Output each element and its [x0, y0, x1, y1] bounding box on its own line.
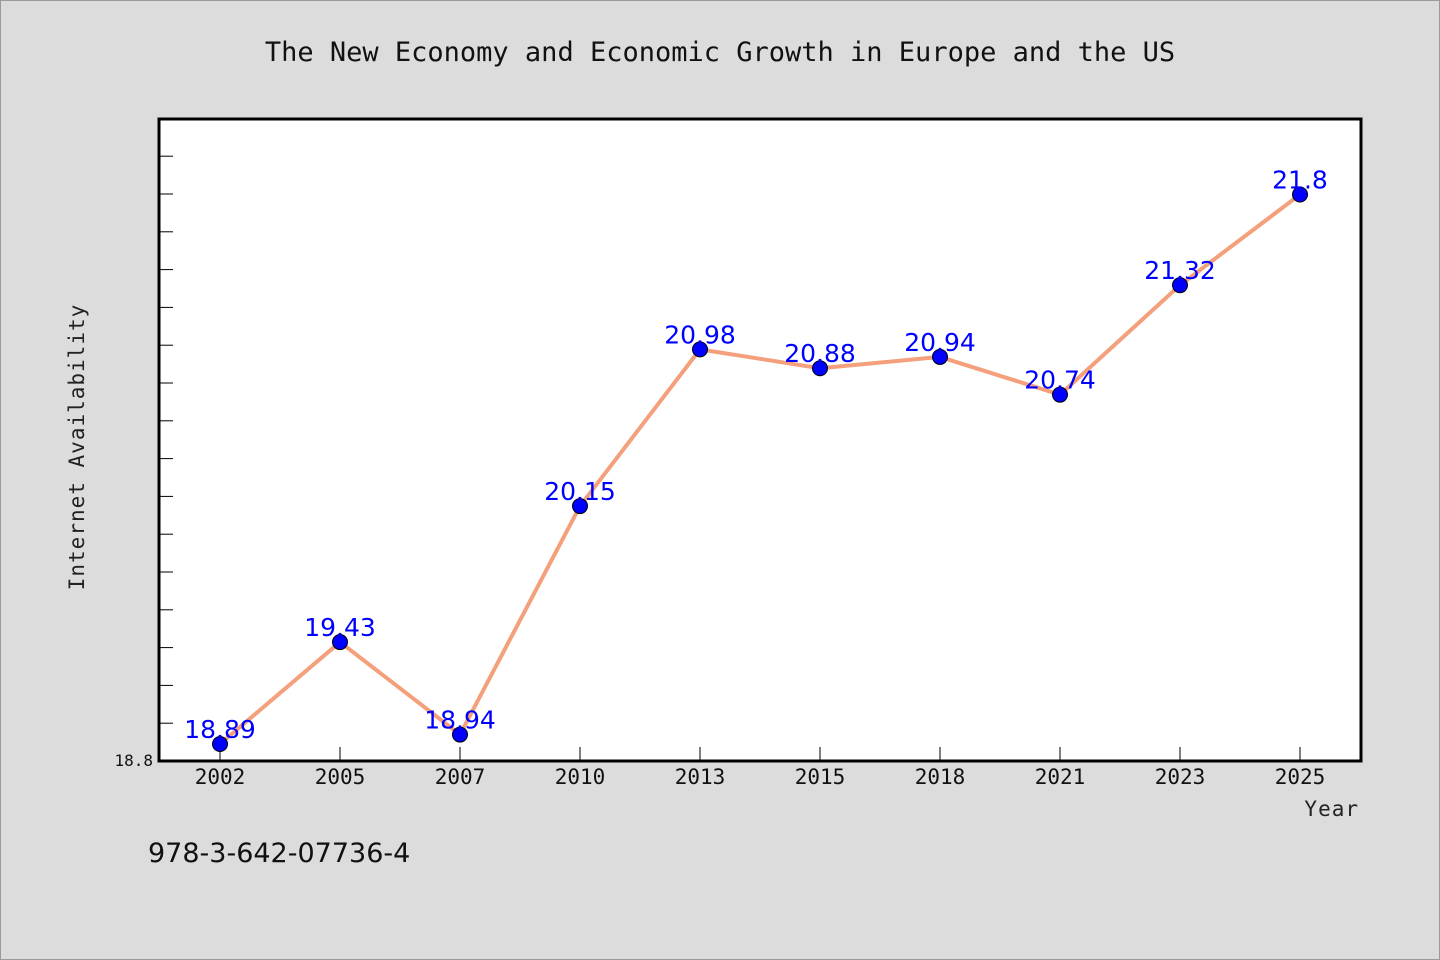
data-point: [212, 736, 228, 753]
plot-area: [157, 117, 1363, 763]
data-labels: 18.89 19.43 18.94 20.15 20.98 20.88 20.94 20.74…: [184, 166, 1328, 744]
data-point: [1172, 277, 1188, 294]
data-point: [692, 341, 708, 358]
data-label: 19.43: [304, 613, 376, 642]
data-markers: [212, 186, 1308, 753]
x-tick-label: 2025: [1275, 765, 1326, 789]
x-tick-label: 2023: [1155, 765, 1206, 789]
data-label: 20.98: [664, 320, 736, 349]
x-tick-label: 2021: [1035, 765, 1086, 789]
x-tick-label: 2005: [315, 765, 366, 789]
data-point: [932, 348, 948, 365]
data-point: [1052, 386, 1068, 403]
data-point: [1292, 186, 1308, 203]
x-axis-label: Year: [1304, 797, 1359, 821]
y-axis-ticks: 18.8: [114, 155, 173, 770]
data-label: 21.8: [1272, 166, 1328, 195]
data-point: [812, 360, 828, 377]
data-point: [332, 634, 348, 651]
x-tick-label: 2018: [915, 765, 966, 789]
chart-title: The New Economy and Economic Growth in E…: [265, 37, 1175, 68]
data-label: 21.32: [1144, 256, 1216, 285]
series-line: [218, 192, 1302, 746]
data-label: 20.94: [904, 328, 976, 357]
y-axis-label: Internet Availability: [65, 304, 89, 591]
data-label: 18.89: [184, 715, 256, 744]
x-tick-label: 2007: [435, 765, 486, 789]
data-label: 20.88: [784, 339, 856, 368]
footer-isbn: 978-3-642-07736-4: [148, 838, 410, 869]
data-point: [452, 726, 468, 743]
data-label: 18.94: [424, 706, 496, 735]
data-point: [572, 498, 588, 515]
y-tick-label: 18.8: [114, 751, 153, 770]
x-tick-label: 2013: [675, 765, 726, 789]
series-line-group: [218, 192, 1302, 746]
data-label: 20.15: [544, 477, 616, 506]
x-tick-label: 2010: [555, 765, 606, 789]
data-label: 20.74: [1024, 366, 1096, 395]
x-tick-label: 2002: [195, 765, 246, 789]
x-tick-label: 2015: [795, 765, 846, 789]
